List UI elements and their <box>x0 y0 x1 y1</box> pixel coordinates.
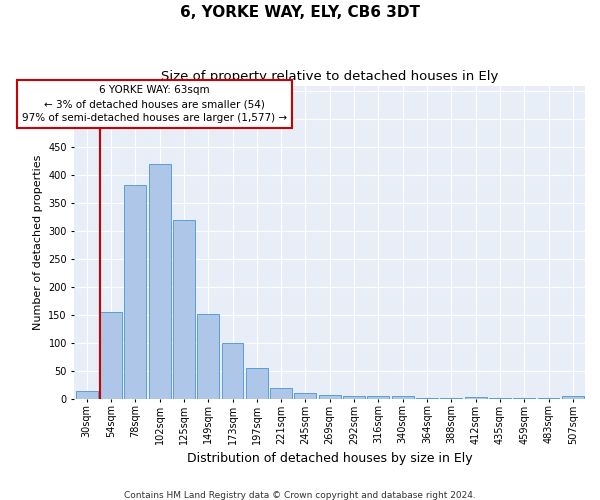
Bar <box>464 397 487 398</box>
X-axis label: Distribution of detached houses by size in Ely: Distribution of detached houses by size … <box>187 452 473 465</box>
Bar <box>221 343 244 398</box>
Bar <box>197 314 219 398</box>
Text: 6 YORKE WAY: 63sqm
← 3% of detached houses are smaller (54)
97% of semi-detached: 6 YORKE WAY: 63sqm ← 3% of detached hous… <box>22 85 287 123</box>
Bar <box>343 396 365 398</box>
Bar <box>76 392 98 398</box>
Bar <box>149 164 170 398</box>
Bar <box>270 388 292 398</box>
Bar <box>367 396 389 398</box>
Bar <box>173 220 195 398</box>
Bar <box>124 185 146 398</box>
Y-axis label: Number of detached properties: Number of detached properties <box>32 154 43 330</box>
Bar <box>295 392 316 398</box>
Title: Size of property relative to detached houses in Ely: Size of property relative to detached ho… <box>161 70 499 83</box>
Text: Contains HM Land Registry data © Crown copyright and database right 2024.: Contains HM Land Registry data © Crown c… <box>124 490 476 500</box>
Bar <box>562 396 584 398</box>
Bar <box>100 312 122 398</box>
Bar <box>246 368 268 398</box>
Bar <box>319 396 341 398</box>
Bar <box>392 396 413 398</box>
Text: 6, YORKE WAY, ELY, CB6 3DT: 6, YORKE WAY, ELY, CB6 3DT <box>180 5 420 20</box>
